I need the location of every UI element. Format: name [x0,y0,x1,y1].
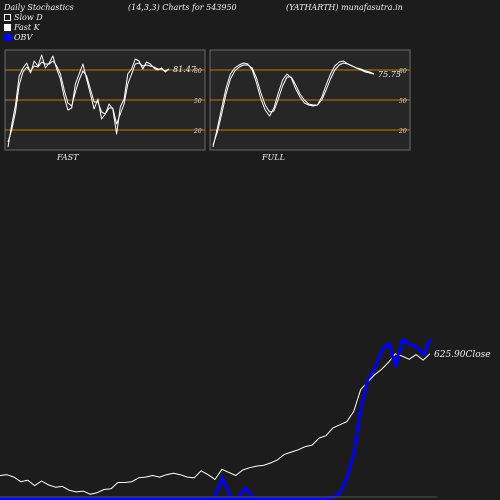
full-level-label: 80 [399,68,407,75]
full-level-label: 50 [399,98,407,105]
close-price-label: 625.90Close [434,350,491,360]
legend-fast-k: Fast K [4,23,40,32]
fast-fast-k-line [7,54,170,148]
fast-level-label: 80 [194,68,202,75]
close-price-line [0,353,431,495]
full-level-label: 20 [398,128,407,135]
legend-slow-d: Slow D [4,13,43,22]
chart-subtitle: (14,3,3) Charts for 543950 [128,3,237,12]
legend-swatch [4,14,11,21]
chart-title: Daily Stochastics [4,3,74,12]
chart-source: (YATHARTH) munafasutra.in [286,3,403,12]
obv-line [0,338,432,500]
legend-label: OBV [14,33,33,42]
legend-swatch [4,34,11,41]
fast-slow-d-line [7,60,170,143]
obv-bump [212,474,232,498]
fast-level-label: 20 [193,128,202,135]
fast-current-value: 81.47 [173,65,197,74]
legend-label: Slow D [14,13,43,22]
fast-panel-label: FAST [57,153,79,162]
legend-label: Fast K [14,23,40,32]
obv-bump [236,485,254,498]
full-fast-k-line [212,60,375,148]
legend-swatch [4,24,11,31]
legend-obv: OBV [4,33,32,42]
fast-level-label: 50 [194,98,202,105]
full-panel-label: FULL [262,153,285,162]
full-current-value: 75.75 [378,70,401,79]
